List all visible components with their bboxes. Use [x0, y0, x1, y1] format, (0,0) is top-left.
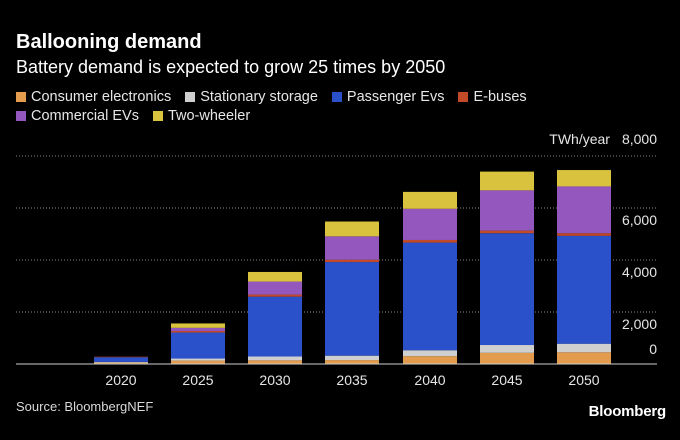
bar-segment [248, 356, 302, 361]
legend-item-e-buses: E-buses [458, 89, 527, 105]
bar-segment [171, 332, 225, 359]
legend-swatch [185, 92, 196, 102]
bar-segment [325, 355, 379, 361]
bar-segment [403, 208, 457, 240]
bar-segment [171, 330, 225, 333]
legend-item-commercial-evs: Commercial EVs [16, 108, 139, 124]
bar-segment [557, 343, 611, 353]
y-tick-label: 6,000 [622, 212, 657, 228]
bar-segment [403, 242, 457, 351]
y-tick-label: 4,000 [622, 264, 657, 280]
source-note: Source: BloombergNEF [16, 399, 154, 414]
legend-label: Passenger Evs [346, 89, 445, 105]
bar-segment [171, 323, 225, 328]
legend-item-consumer-electronics: Consumer electronics [16, 89, 171, 105]
chart-subtitle: Battery demand is expected to grow 25 ti… [16, 57, 446, 77]
bloomberg-logo: Bloomberg [588, 403, 667, 420]
legend-swatch [152, 111, 163, 121]
y-axis-top-label: TWh/year 8,000 [549, 131, 657, 147]
x-tick-label: 2025 [182, 372, 213, 388]
legend-swatch [331, 92, 342, 102]
bar-segment [403, 350, 457, 357]
y-tick-label: 2,000 [622, 316, 657, 332]
bar-segment [557, 170, 611, 187]
legend-item-passenger-evs: Passenger Evs [331, 89, 445, 105]
bar-segment [480, 171, 534, 191]
x-tick-label: 2045 [491, 372, 522, 388]
bar-segment [325, 259, 379, 263]
legend-item-two-wheeler: Two-wheeler [152, 108, 251, 124]
bar-segment [94, 357, 148, 362]
chart-title: Ballooning demand [16, 31, 202, 53]
x-tick-label: 2030 [259, 372, 290, 388]
bar-segment [248, 296, 302, 357]
bar-segment [325, 262, 379, 356]
legend: Consumer electronics Stationary storage … [16, 89, 616, 124]
x-tick-label: 2040 [414, 372, 445, 388]
y-tick-label: 0 [649, 341, 657, 357]
x-tick-label: 2020 [105, 372, 136, 388]
bar-segment [171, 360, 225, 364]
y-axis-unit-label: TWh/year [549, 131, 610, 147]
bar-segment [248, 294, 302, 297]
bar-segment [403, 356, 457, 364]
legend-label: Two-wheeler [167, 108, 251, 124]
x-tick-label: 2035 [336, 372, 367, 388]
bar-segment [557, 186, 611, 234]
bar-segment [248, 360, 302, 364]
legend-swatch [16, 92, 26, 102]
bar-segment [94, 356, 148, 358]
bar-segment [557, 235, 611, 344]
bar-segment [557, 233, 611, 236]
bar-segment [403, 191, 457, 209]
bar-segment [480, 190, 534, 231]
bar-segment [557, 352, 611, 364]
bar-segment [171, 327, 225, 331]
legend-label: Commercial EVs [31, 108, 139, 124]
bar-segment [94, 361, 148, 363]
legend-label: Stationary storage [200, 89, 318, 105]
bar-segment [248, 281, 302, 295]
bar-segment [325, 360, 379, 364]
bar-segment [403, 239, 457, 243]
bar-segment [480, 233, 534, 346]
bar-segment [248, 271, 302, 282]
bar-segment [480, 345, 534, 353]
bar-segment [480, 230, 534, 234]
bar-segment [171, 358, 225, 361]
bar-segment [325, 236, 379, 260]
bar-segment [480, 352, 534, 364]
legend-swatch [16, 111, 26, 121]
legend-label: Consumer electronics [31, 89, 172, 105]
legend-label: E-buses [473, 89, 527, 105]
bar-segment [94, 362, 148, 364]
x-tick-label: 2050 [568, 372, 599, 388]
legend-swatch [458, 92, 469, 102]
y-tick-label-top: 8,000 [621, 131, 657, 147]
legend-item-stationary-storage: Stationary storage [185, 89, 318, 105]
bar-segment [325, 221, 379, 237]
